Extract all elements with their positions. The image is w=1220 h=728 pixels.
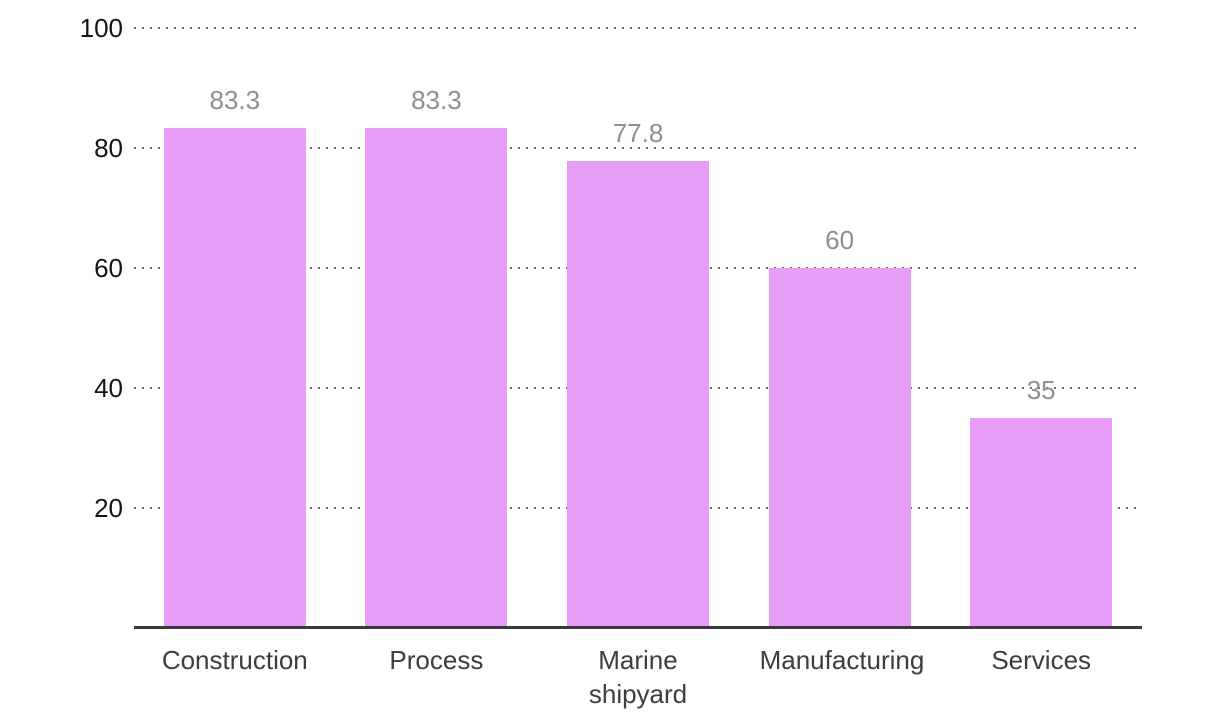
value-label-services: 35	[1026, 375, 1056, 405]
category-label-marine-shipyard: Marine shipyard	[588, 645, 688, 709]
y-tick-label-40: 40	[94, 373, 123, 403]
gridline-80	[134, 147, 1142, 149]
value-label-construction: 83.3	[209, 85, 261, 116]
category-label-construction: Construction	[161, 645, 308, 675]
bar-construction	[163, 128, 306, 628]
value-label-manufacturing: 60	[825, 225, 855, 255]
bar-manufacturing	[768, 268, 911, 628]
category-label-manufacturing: Manufacturing	[759, 645, 925, 675]
bar-services	[970, 418, 1113, 628]
bar-process	[365, 128, 508, 628]
y-tick-label-60: 60	[94, 253, 123, 283]
y-tick-label-80: 80	[94, 133, 123, 163]
value-label-process: 83.3	[411, 85, 462, 116]
gridline-100	[134, 27, 1142, 29]
x-axis-line	[134, 626, 1142, 629]
bar-marine-shipyard	[567, 161, 709, 628]
category-label-services: Services	[991, 645, 1092, 675]
y-tick-label-20: 20	[94, 493, 123, 523]
category-label-process: Process	[389, 645, 484, 675]
value-label-marine-shipyard: 77.8	[612, 118, 664, 149]
y-tick-label-100: 100	[79, 13, 123, 43]
